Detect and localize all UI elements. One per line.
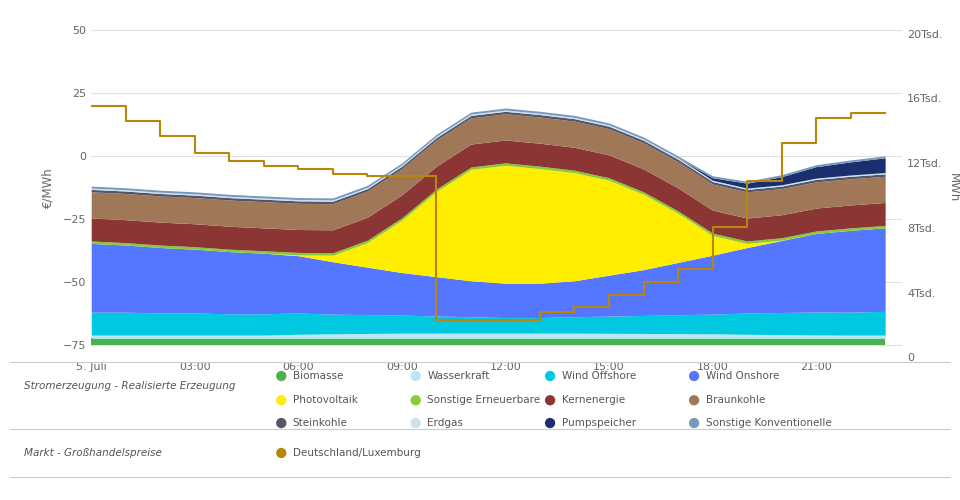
- Y-axis label: €/MWh: €/MWh: [41, 167, 55, 208]
- Y-axis label: MWh: MWh: [947, 173, 959, 202]
- Point: [542, 419, 558, 427]
- Point: [686, 396, 702, 404]
- Text: Photovoltaik: Photovoltaik: [293, 395, 358, 405]
- Text: Pumpspeicher: Pumpspeicher: [562, 418, 636, 428]
- Text: Steinkohle: Steinkohle: [293, 418, 348, 428]
- Point: [408, 419, 423, 427]
- Text: Deutschland/Luxemburg: Deutschland/Luxemburg: [293, 448, 420, 458]
- Point: [542, 372, 558, 380]
- Point: [274, 372, 289, 380]
- Text: Sonstige Konventionelle: Sonstige Konventionelle: [706, 418, 831, 428]
- Point: [542, 396, 558, 404]
- Text: Stromerzeugung - Realisierte Erzeugung: Stromerzeugung - Realisierte Erzeugung: [24, 381, 235, 391]
- Text: Wind Offshore: Wind Offshore: [562, 371, 636, 381]
- Text: Markt - Großhandelspreise: Markt - Großhandelspreise: [24, 448, 162, 458]
- Point: [408, 396, 423, 404]
- Text: Braunkohle: Braunkohle: [706, 395, 765, 405]
- Text: Sonstige Erneuerbare: Sonstige Erneuerbare: [427, 395, 540, 405]
- Point: [408, 372, 423, 380]
- Point: [274, 396, 289, 404]
- Point: [686, 419, 702, 427]
- Point: [686, 372, 702, 380]
- Text: Erdgas: Erdgas: [427, 418, 463, 428]
- Text: Biomasse: Biomasse: [293, 371, 343, 381]
- Text: Wind Onshore: Wind Onshore: [706, 371, 779, 381]
- Point: [274, 419, 289, 427]
- Text: Kernenergie: Kernenergie: [562, 395, 625, 405]
- Point: [274, 449, 289, 457]
- Text: Wasserkraft: Wasserkraft: [427, 371, 490, 381]
